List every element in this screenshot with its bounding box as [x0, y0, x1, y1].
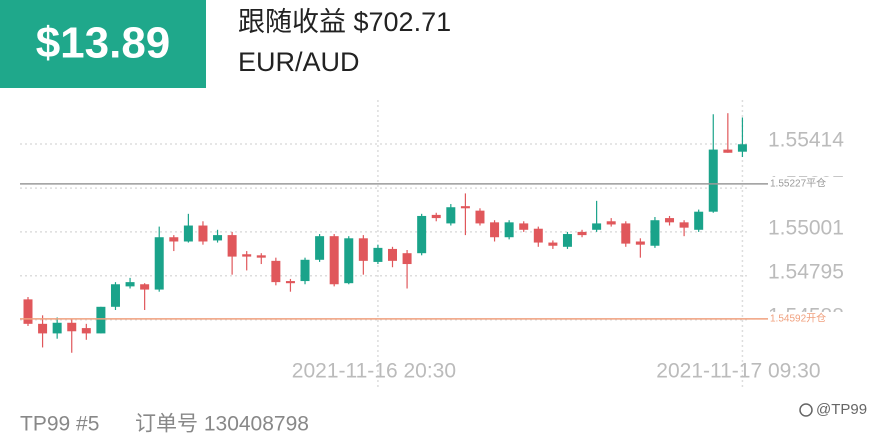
candle-body — [183, 225, 193, 242]
candle-body — [446, 207, 456, 224]
candle-body — [344, 238, 354, 284]
candle-body — [737, 144, 747, 152]
candle-body — [67, 322, 77, 332]
candle-body — [110, 284, 120, 307]
reference-label-bg — [768, 176, 858, 191]
candle-body — [650, 220, 660, 246]
candle-body — [213, 235, 223, 241]
candle-body — [402, 253, 412, 265]
pair: EUR/AUD — [238, 47, 360, 77]
candle-body — [256, 255, 266, 258]
candle-body — [431, 214, 441, 219]
candle-body — [635, 241, 645, 245]
candle-body — [723, 149, 733, 153]
candle-body — [606, 221, 616, 225]
candle-body — [358, 238, 368, 261]
profit: $13.89 — [36, 19, 171, 68]
y-tick-label: 1.55414 — [768, 129, 844, 152]
candle-body — [592, 223, 602, 230]
y-tick-label: 1.54795 — [768, 260, 844, 283]
candle-body — [665, 218, 675, 223]
reference-label-bg — [768, 311, 858, 326]
candle-body — [679, 222, 689, 228]
candle-body — [533, 228, 543, 243]
profit-box — [0, 0, 206, 88]
candle-body — [140, 284, 150, 290]
candle-body — [373, 247, 383, 262]
candle-body — [96, 306, 106, 334]
y-tick-label: 1.55001 — [768, 216, 844, 239]
reference-label: 1.54592开仓 — [770, 312, 826, 325]
candle-body — [300, 259, 310, 282]
candle-body — [38, 323, 48, 334]
candle-body — [271, 260, 281, 283]
candle-body — [329, 236, 339, 285]
candle-body — [504, 222, 514, 238]
reference-label: 1.55227平仓 — [770, 176, 826, 189]
candle-body — [417, 215, 427, 254]
candle-body — [154, 237, 164, 290]
watermark-icon — [799, 403, 813, 417]
candle-body — [125, 282, 135, 287]
watermark: @TP99 — [816, 401, 867, 418]
candle-body — [708, 149, 718, 212]
candle-body — [285, 281, 295, 284]
candle-body — [460, 206, 470, 209]
candle-body — [315, 236, 325, 260]
candle-body — [621, 223, 631, 244]
candle-body — [519, 223, 529, 230]
candle-body — [694, 211, 704, 230]
candle-body — [23, 299, 33, 324]
candle-body — [548, 242, 558, 246]
candle-body — [227, 235, 237, 257]
x-tick-label: 2021-11-16 20:30 — [292, 360, 456, 383]
account: TP99 #5 — [20, 413, 99, 436]
candle-body — [169, 237, 179, 242]
candle-body — [388, 248, 397, 261]
x-tick-label: 2021-11-17 09:30 — [656, 360, 820, 383]
plot: 1.545881.547951.550011.552071.554142021-… — [20, 100, 858, 390]
order-number: 订单号 130408798 — [135, 413, 309, 436]
candle-body — [198, 225, 208, 242]
candle-body — [490, 222, 500, 238]
candle-body — [562, 234, 572, 247]
candle-body — [242, 254, 252, 257]
candle-body — [475, 210, 485, 224]
follow-title: 跟随收益 $702.71 — [238, 7, 451, 37]
candle-body — [52, 322, 62, 334]
candle-body — [81, 328, 91, 334]
candle-body — [577, 231, 587, 236]
